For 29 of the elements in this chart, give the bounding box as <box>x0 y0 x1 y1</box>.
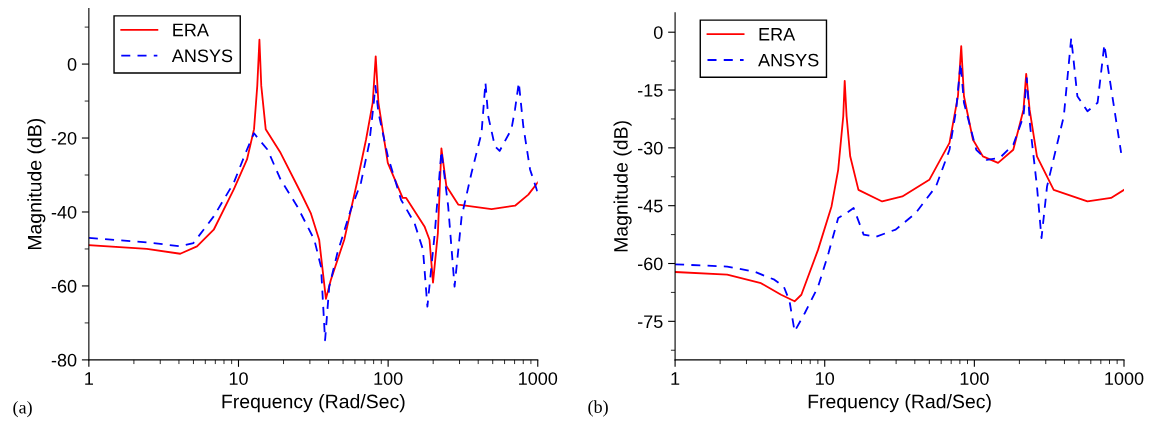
y-tick-label: -80 <box>51 353 77 367</box>
y-tick-label: -60 <box>637 257 663 271</box>
x-tick-label: 100 <box>960 372 989 385</box>
y-tick-label: -75 <box>637 315 663 329</box>
y-tick-label: -60 <box>51 279 77 293</box>
legend-label: ANSYS <box>758 53 819 67</box>
x-tick-label: 10 <box>229 372 248 385</box>
x-tick-label: 1 <box>85 372 93 385</box>
legend-label: ANSYS <box>171 49 233 63</box>
x-tick-label: 10 <box>816 372 835 385</box>
x-axis-title: Frequency (Rad/Sec) <box>808 394 991 413</box>
x-tick-label: 1000 <box>519 372 558 385</box>
text: (b) <box>588 400 608 417</box>
y-tick-label: -45 <box>637 199 663 213</box>
legend-label: ERA <box>759 28 796 41</box>
y-tick-label: -40 <box>51 205 77 219</box>
y-axis-title: Magnitude (dB) <box>27 118 46 250</box>
y-axis-title: Magnitude (dB) <box>613 121 632 252</box>
y-tick-label: -20 <box>51 131 77 145</box>
y-tick-label: -15 <box>637 84 663 97</box>
legend-label: ERA <box>173 23 209 37</box>
text: (a) <box>13 400 32 418</box>
y-tick-label: 0 <box>67 58 77 71</box>
x-tick-label: 1 <box>671 372 680 385</box>
y-tick-label: -30 <box>637 141 663 155</box>
y-tick-label: 0 <box>653 26 663 39</box>
x-tick-label: 1000 <box>1105 372 1144 385</box>
x-tick-label: 100 <box>374 372 403 385</box>
x-axis-title: Frequency (Rad/Sec) <box>222 394 405 413</box>
